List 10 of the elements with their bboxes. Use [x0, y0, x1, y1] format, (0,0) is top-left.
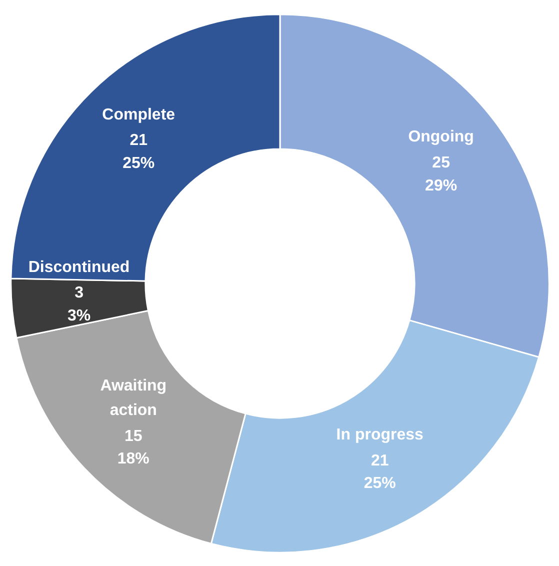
data-label: 3 3% — [67, 284, 91, 325]
data-label: 21 25% — [364, 452, 396, 492]
slice-label: Awaiting action — [100, 378, 167, 419]
slice-label: In progress — [336, 426, 424, 444]
data-label: 15 18% — [117, 428, 150, 468]
slice-label: Discontinued — [28, 258, 130, 276]
data-label: 21 25% — [122, 132, 155, 172]
slice-label: Complete — [102, 106, 176, 124]
slice-label: Ongoing — [408, 128, 474, 146]
data-label: 25 29% — [425, 154, 458, 194]
